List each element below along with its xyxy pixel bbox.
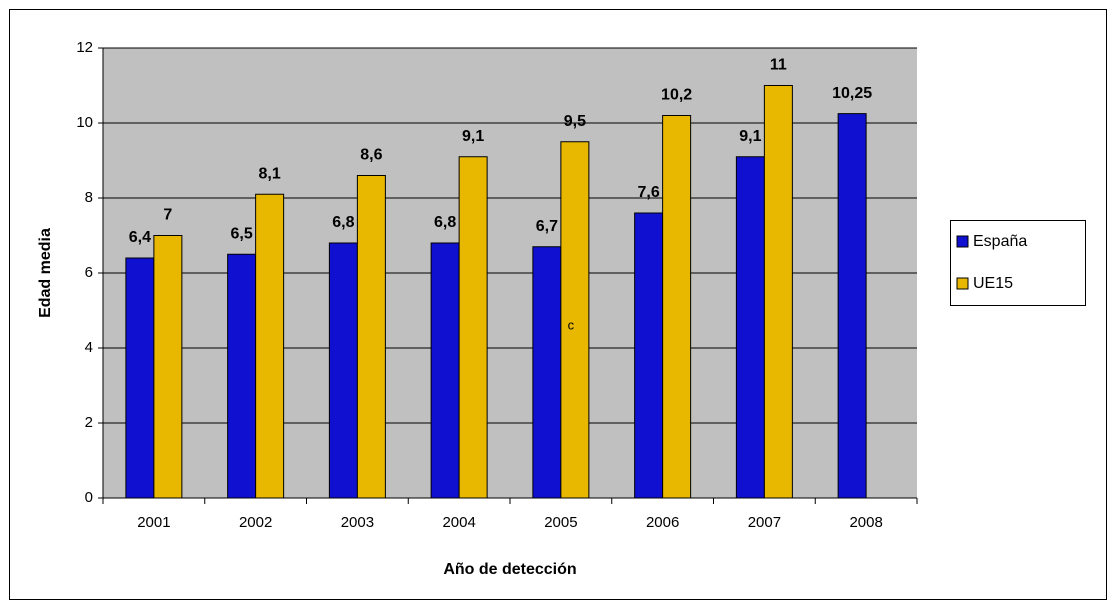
bar — [153, 235, 183, 499]
legend-label: España — [973, 233, 1027, 250]
bar — [356, 175, 386, 499]
x-tick-label: 2007 — [748, 514, 781, 531]
bar — [125, 257, 155, 499]
x-tick-label: 2004 — [442, 514, 475, 531]
value-label: 7,6 — [638, 184, 660, 201]
value-label: 9,5 — [564, 113, 586, 130]
bar — [255, 193, 285, 499]
bar — [227, 253, 257, 499]
value-label: 6,7 — [536, 218, 558, 235]
bar — [662, 115, 692, 499]
y-tick-label: 2 — [85, 414, 93, 431]
x-axis-title: Año de detección — [443, 561, 576, 578]
bar — [328, 242, 358, 499]
bar — [458, 156, 488, 499]
y-tick-label: 6 — [85, 264, 93, 281]
bar — [763, 85, 793, 499]
y-tick-label: 8 — [85, 189, 93, 206]
y-tick-label: 4 — [85, 339, 93, 356]
y-tick-label: 0 — [85, 489, 93, 506]
legend-swatch — [956, 277, 969, 290]
bar — [634, 212, 664, 499]
legend-swatch — [956, 235, 969, 248]
bar — [532, 246, 562, 499]
x-tick-label: 2002 — [239, 514, 272, 531]
value-label: 9,1 — [462, 128, 484, 145]
value-label: 11 — [770, 57, 787, 74]
value-label: 7 — [163, 207, 172, 224]
x-tick-label: 2006 — [646, 514, 679, 531]
x-tick-label: 2005 — [544, 514, 577, 531]
bar — [837, 113, 867, 499]
legend-box — [950, 220, 1086, 306]
x-tick-label: 2003 — [341, 514, 374, 531]
legend-label: UE15 — [973, 275, 1013, 292]
bar — [430, 242, 460, 499]
y-axis-title: Edad media — [37, 228, 54, 318]
bar — [560, 141, 590, 499]
bar — [735, 156, 765, 499]
value-label: 6,4 — [129, 229, 151, 246]
value-label: 8,1 — [259, 165, 281, 182]
y-tick-label: 10 — [76, 114, 93, 131]
x-tick-label: 2008 — [849, 514, 882, 531]
y-tick-label: 12 — [76, 39, 93, 56]
value-label: 10,2 — [661, 87, 692, 104]
value-label: 9,1 — [739, 128, 761, 145]
value-label: 6,8 — [332, 214, 354, 231]
value-label: 8,6 — [360, 147, 382, 164]
x-tick-label: 2001 — [137, 514, 170, 531]
value-label: 10,25 — [832, 85, 872, 102]
value-label: 6,5 — [231, 225, 253, 242]
value-label: 6,8 — [434, 214, 456, 231]
annotation: c — [568, 317, 575, 332]
